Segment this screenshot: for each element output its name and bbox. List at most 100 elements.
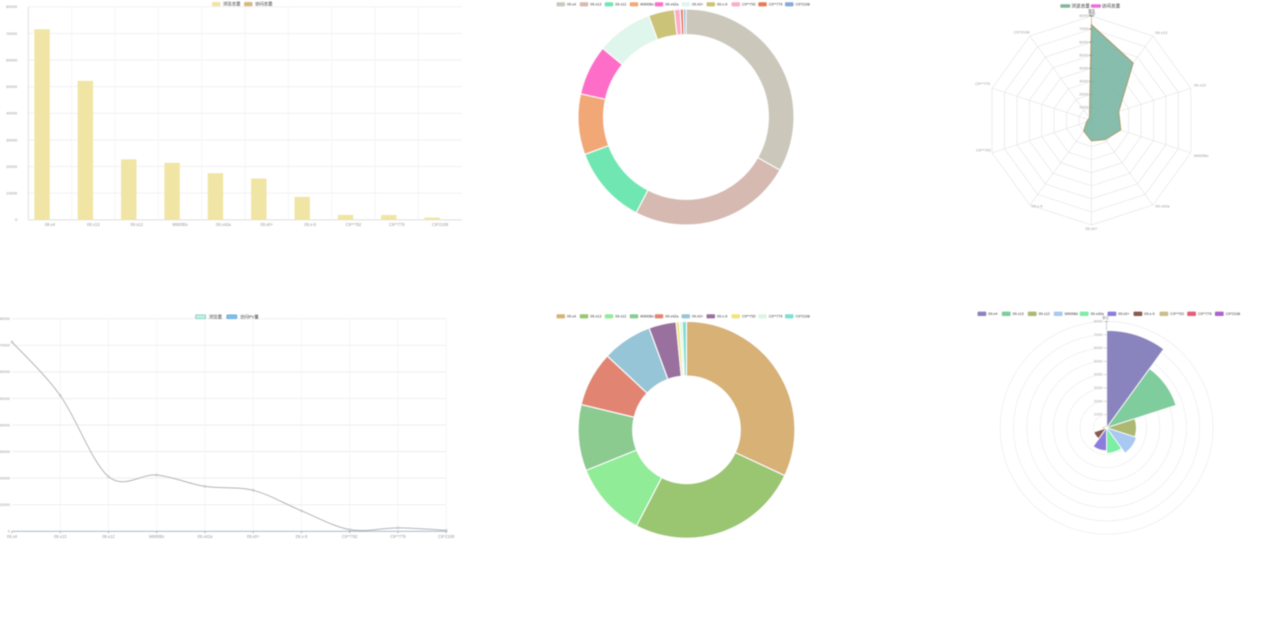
- svg-text:C9**792: C9**792: [342, 534, 358, 539]
- svg-text:访问PV量: 访问PV量: [240, 313, 259, 320]
- svg-text:20000: 20000: [1094, 399, 1103, 403]
- svg-text:C9**792: C9**792: [742, 315, 756, 319]
- svg-text:09.x-9: 09.x-9: [1144, 312, 1154, 316]
- svg-text:09.x42a: 09.x42a: [198, 534, 214, 539]
- svg-text:09.x13: 09.x13: [590, 315, 601, 319]
- svg-text:09.x0+: 09.x0+: [1085, 226, 1098, 231]
- svg-text:09.x4: 09.x4: [7, 534, 18, 539]
- svg-text:09.x42a: 09.x42a: [665, 315, 679, 319]
- svg-text:50000: 50000: [6, 84, 18, 89]
- svg-text:C9**779: C9**779: [389, 222, 405, 227]
- svg-text:10000: 10000: [1079, 106, 1088, 110]
- svg-text:C9*2108: C9*2108: [1226, 312, 1240, 316]
- svg-text:80000: 80000: [1094, 320, 1103, 324]
- svg-text:60000: 60000: [0, 370, 10, 374]
- svg-text:09.x12: 09.x12: [615, 3, 626, 7]
- svg-text:60000: 60000: [6, 57, 18, 62]
- svg-text:09.x13: 09.x13: [590, 3, 601, 7]
- svg-text:09.x4: 09.x4: [567, 315, 576, 319]
- svg-text:09.x12: 09.x12: [130, 222, 143, 227]
- svg-text:M900Bx: M900Bx: [149, 534, 165, 539]
- svg-text:09.x-9: 09.x-9: [304, 222, 316, 227]
- svg-text:10000: 10000: [1094, 413, 1103, 417]
- svg-text:50000: 50000: [1079, 53, 1088, 57]
- svg-text:09.x13: 09.x13: [87, 222, 100, 227]
- svg-text:09.x4: 09.x4: [988, 312, 997, 316]
- svg-text:10000: 10000: [6, 191, 18, 196]
- svg-text:C9*2108: C9*2108: [1014, 30, 1030, 35]
- svg-text:09.x12: 09.x12: [102, 534, 115, 539]
- svg-text:09.x-9: 09.x-9: [717, 3, 727, 7]
- svg-text:09.x13: 09.x13: [1013, 312, 1024, 316]
- svg-text:30000: 30000: [6, 137, 18, 142]
- svg-text:C9**792: C9**792: [1170, 312, 1184, 316]
- svg-text:09.x42a: 09.x42a: [665, 3, 679, 7]
- svg-text:访问总量: 访问总量: [1102, 3, 1121, 10]
- svg-text:20000: 20000: [6, 164, 18, 169]
- svg-text:单位: 单位: [1102, 315, 1109, 320]
- svg-text:浏览总量: 浏览总量: [1072, 3, 1091, 10]
- svg-text:50000: 50000: [1094, 359, 1103, 363]
- svg-text:20000: 20000: [0, 476, 10, 480]
- svg-text:C9*2108: C9*2108: [438, 534, 455, 539]
- svg-text:60000: 60000: [1094, 346, 1103, 350]
- svg-text:60000: 60000: [1079, 40, 1088, 44]
- svg-text:40000: 40000: [0, 423, 10, 427]
- svg-text:30000: 30000: [0, 450, 10, 454]
- svg-text:70000: 70000: [1094, 333, 1103, 337]
- svg-text:09.x-9: 09.x-9: [717, 315, 727, 319]
- svg-text:浏览总量: 浏览总量: [223, 1, 241, 8]
- svg-text:09.x12: 09.x12: [1194, 82, 1207, 87]
- svg-text:浏览量: 浏览量: [209, 313, 223, 320]
- svg-text:09.x12: 09.x12: [1039, 312, 1050, 316]
- svg-text:C9*2108: C9*2108: [796, 3, 810, 7]
- svg-text:30000: 30000: [1079, 79, 1088, 83]
- svg-text:首页: 首页: [1088, 8, 1095, 13]
- svg-text:C9**779: C9**779: [769, 315, 783, 319]
- svg-text:C9**792: C9**792: [346, 222, 362, 227]
- svg-text:09.x0+: 09.x0+: [692, 315, 703, 319]
- svg-text:40000: 40000: [1094, 373, 1103, 377]
- svg-text:C9**792: C9**792: [976, 148, 992, 153]
- svg-text:C9**779: C9**779: [769, 3, 783, 7]
- svg-text:40000: 40000: [6, 111, 18, 116]
- svg-text:09.x13: 09.x13: [54, 534, 67, 539]
- svg-text:80000: 80000: [1079, 14, 1088, 18]
- svg-text:M900Bx: M900Bx: [1065, 312, 1079, 316]
- svg-text:09.x-9: 09.x-9: [296, 534, 308, 539]
- svg-text:访问总量: 访问总量: [255, 1, 273, 8]
- svg-text:09.x12: 09.x12: [615, 315, 626, 319]
- svg-text:30000: 30000: [1094, 386, 1103, 390]
- svg-text:09.x42a: 09.x42a: [1155, 203, 1170, 208]
- svg-text:0: 0: [8, 530, 10, 534]
- svg-text:70000: 70000: [1079, 27, 1088, 31]
- svg-text:80000: 80000: [6, 4, 18, 9]
- svg-text:09.x4: 09.x4: [45, 222, 56, 227]
- svg-text:09.x42a: 09.x42a: [1091, 312, 1105, 316]
- svg-text:70000: 70000: [0, 344, 10, 348]
- svg-text:M900Bx: M900Bx: [640, 315, 654, 319]
- svg-text:M900Bx: M900Bx: [1194, 153, 1209, 158]
- svg-text:C9*2108: C9*2108: [796, 315, 810, 319]
- svg-text:C9**779: C9**779: [975, 81, 991, 86]
- svg-text:10000: 10000: [0, 503, 10, 507]
- svg-text:M900Bx: M900Bx: [640, 3, 654, 7]
- svg-text:访问: 访问: [1088, 11, 1095, 16]
- svg-text:09.x0+: 09.x0+: [247, 534, 260, 539]
- svg-text:09.x13: 09.x13: [1155, 30, 1168, 35]
- svg-text:50000: 50000: [0, 397, 10, 401]
- svg-text:M900Bx: M900Bx: [172, 222, 188, 227]
- svg-text:C9*2108: C9*2108: [432, 222, 449, 227]
- svg-text:80000: 80000: [0, 317, 10, 321]
- svg-text:C9**779: C9**779: [390, 534, 406, 539]
- svg-text:09.x0+: 09.x0+: [692, 3, 703, 7]
- svg-text:09.x0+: 09.x0+: [1118, 312, 1129, 316]
- svg-text:C9**779: C9**779: [1198, 312, 1212, 316]
- svg-text:09.x0+: 09.x0+: [260, 222, 273, 227]
- svg-text:40000: 40000: [1079, 66, 1088, 70]
- svg-text:70000: 70000: [6, 31, 18, 36]
- svg-text:09.x-9: 09.x-9: [1031, 203, 1043, 208]
- svg-text:20000: 20000: [1079, 93, 1088, 97]
- svg-text:0: 0: [15, 217, 18, 222]
- svg-text:09.x42a: 09.x42a: [216, 222, 232, 227]
